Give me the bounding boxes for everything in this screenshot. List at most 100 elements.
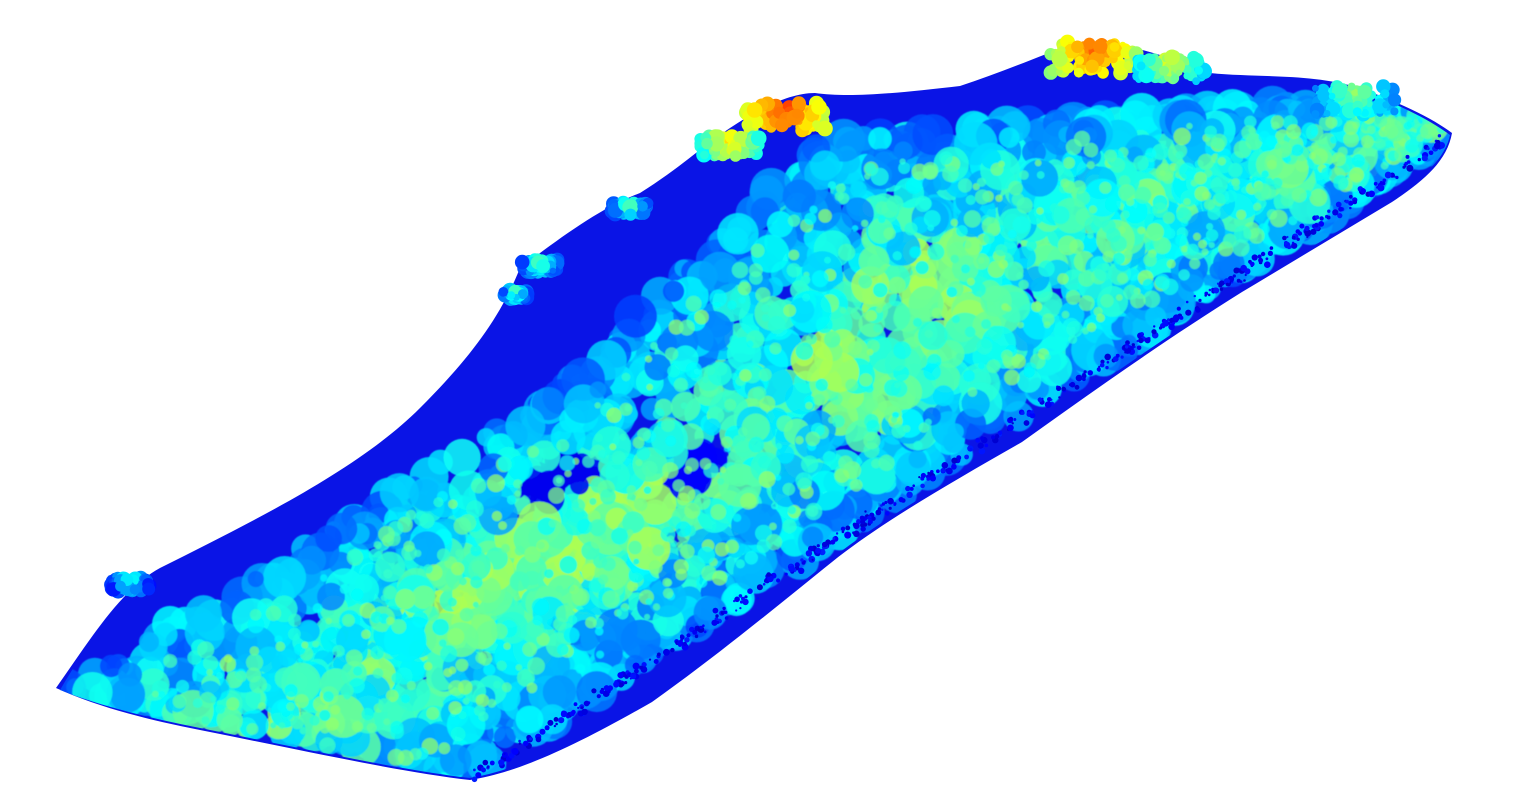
crown-point	[351, 588, 364, 601]
crown-point	[290, 715, 304, 730]
crown-point	[553, 617, 567, 631]
edge-point	[1013, 418, 1017, 421]
crown-point	[786, 263, 801, 278]
crown-point	[818, 209, 832, 223]
crown-point	[633, 558, 640, 565]
crown-point	[877, 215, 886, 224]
edge-point	[1044, 401, 1052, 408]
canopy-point	[801, 526, 824, 548]
crown-point	[210, 695, 217, 703]
canopy-point	[297, 619, 320, 642]
crown-point	[628, 540, 642, 555]
crown-point	[1017, 321, 1024, 329]
crown-point	[713, 302, 721, 310]
edge-point	[1269, 246, 1274, 250]
edge-point	[1153, 325, 1156, 328]
crown-point	[815, 378, 829, 392]
edge-point	[853, 530, 860, 538]
crown-point	[1096, 313, 1105, 323]
crown-point	[956, 225, 968, 237]
crown-point	[1204, 125, 1217, 138]
edge-point	[1075, 374, 1083, 382]
edge-point	[840, 526, 846, 532]
tall-crown-point	[775, 118, 789, 133]
crown-point	[838, 243, 856, 261]
crown-point	[470, 544, 482, 557]
crown-point	[201, 716, 210, 725]
canopy-point	[893, 141, 913, 161]
crown-point	[1406, 119, 1415, 128]
edge-point	[852, 522, 857, 527]
crown-point	[760, 304, 770, 313]
edge-point	[1058, 396, 1061, 399]
edge-point	[1296, 237, 1300, 241]
crown-point	[872, 282, 888, 298]
edge-point	[1379, 181, 1384, 185]
edge-point	[1310, 228, 1317, 235]
edge-point	[1299, 223, 1305, 229]
edge-point	[1047, 397, 1052, 402]
crown-point	[1142, 278, 1154, 291]
crown-point	[673, 377, 689, 393]
edge-point	[747, 588, 753, 594]
edge-point	[875, 509, 882, 516]
crown-point	[1026, 240, 1037, 251]
crown-point	[1208, 242, 1215, 249]
crown-point	[1145, 147, 1157, 159]
crown-point	[948, 241, 966, 259]
crown-point	[1233, 184, 1240, 191]
canopy-point	[998, 127, 1020, 148]
edge-point	[1021, 411, 1025, 415]
crown-point	[1286, 124, 1301, 140]
crown-point	[235, 670, 247, 683]
edge-point	[1417, 157, 1422, 162]
crown-point	[403, 540, 415, 552]
crown-point	[361, 629, 371, 639]
crown-point	[426, 707, 440, 720]
crown-point	[1261, 170, 1270, 179]
tall-crown-point	[1323, 110, 1331, 117]
crown-point	[1143, 290, 1161, 308]
edge-point	[1236, 278, 1241, 283]
crown-point	[865, 398, 879, 412]
tall-crown-point	[1109, 42, 1120, 52]
edge-point	[1219, 287, 1224, 291]
crown-point	[875, 306, 883, 313]
crown-point	[859, 373, 873, 387]
edge-point	[788, 565, 795, 573]
edge-point	[1319, 216, 1324, 221]
edge-point	[591, 688, 597, 694]
tall-crown-point	[637, 201, 648, 212]
crown-point	[1271, 121, 1280, 130]
crown-point	[960, 264, 971, 274]
crown-point	[666, 535, 675, 544]
canopy-point	[550, 419, 586, 455]
crown-point	[752, 386, 767, 400]
crown-point	[795, 472, 813, 489]
crown-point	[373, 541, 382, 550]
crown-point	[823, 331, 841, 348]
edge-point	[1106, 361, 1110, 364]
crown-point	[433, 497, 444, 508]
edge-point	[871, 516, 876, 521]
canopy-point	[297, 545, 327, 575]
crown-point	[1309, 188, 1328, 207]
edge-point	[1304, 225, 1310, 231]
crown-point	[834, 468, 850, 483]
edge-point	[1326, 215, 1331, 220]
crown-point	[219, 656, 236, 672]
crown-point	[1178, 269, 1190, 281]
crown-point	[759, 395, 776, 412]
crown-point	[215, 671, 224, 680]
crown-point	[963, 210, 982, 228]
edge-point	[927, 471, 930, 475]
crown-point	[1137, 226, 1146, 235]
crown-point	[704, 364, 716, 376]
canopy-point	[858, 245, 890, 277]
crown-point	[355, 575, 373, 594]
edge-point	[1213, 287, 1220, 294]
crown-point	[1280, 193, 1295, 207]
canopy-point	[1431, 99, 1449, 117]
crown-point	[1065, 290, 1081, 305]
